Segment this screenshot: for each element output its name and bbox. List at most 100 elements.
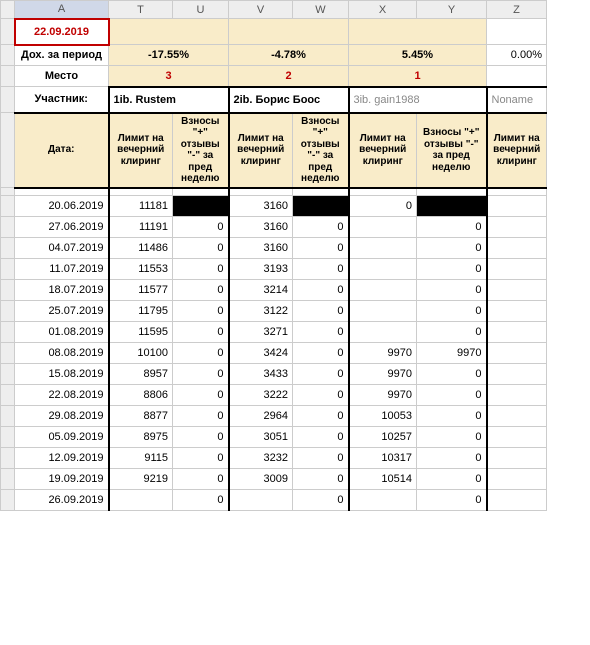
data-cell[interactable]: 0 bbox=[293, 343, 349, 364]
data-cell[interactable]: 0 bbox=[173, 364, 229, 385]
data-cell[interactable]: 0 bbox=[293, 385, 349, 406]
cell[interactable] bbox=[487, 385, 547, 406]
data-cell[interactable]: 3122 bbox=[229, 301, 293, 322]
data-cell[interactable]: 0 bbox=[293, 301, 349, 322]
rank[interactable]: 2 bbox=[229, 66, 349, 87]
data-cell[interactable]: 0 bbox=[173, 238, 229, 259]
col-header[interactable] bbox=[1, 1, 15, 19]
data-cell[interactable]: 3433 bbox=[229, 364, 293, 385]
cell[interactable] bbox=[109, 19, 229, 45]
data-cell[interactable]: 3271 bbox=[229, 322, 293, 343]
data-cell[interactable]: 0 bbox=[293, 217, 349, 238]
data-cell[interactable] bbox=[349, 238, 417, 259]
data-cell[interactable] bbox=[229, 490, 293, 511]
cell[interactable] bbox=[487, 406, 547, 427]
data-cell[interactable]: 0 bbox=[293, 322, 349, 343]
data-cell[interactable] bbox=[293, 196, 349, 217]
data-cell[interactable]: 0 bbox=[349, 196, 417, 217]
top-date[interactable]: 22.09.2019 bbox=[15, 19, 109, 45]
date-cell[interactable]: 22.08.2019 bbox=[15, 385, 109, 406]
data-cell[interactable]: 9115 bbox=[109, 448, 173, 469]
cell[interactable] bbox=[487, 280, 547, 301]
data-cell[interactable] bbox=[349, 217, 417, 238]
data-cell[interactable]: 9970 bbox=[349, 343, 417, 364]
data-cell[interactable]: 3160 bbox=[229, 217, 293, 238]
cell[interactable] bbox=[487, 427, 547, 448]
date-cell[interactable]: 18.07.2019 bbox=[15, 280, 109, 301]
date-cell[interactable]: 05.09.2019 bbox=[15, 427, 109, 448]
data-cell[interactable]: 3214 bbox=[229, 280, 293, 301]
data-cell[interactable]: 0 bbox=[173, 469, 229, 490]
cell[interactable] bbox=[487, 448, 547, 469]
data-cell[interactable]: 8975 bbox=[109, 427, 173, 448]
participant-name[interactable]: 2ib. Борис Боос bbox=[229, 87, 349, 113]
data-cell[interactable]: 11486 bbox=[109, 238, 173, 259]
data-cell[interactable]: 0 bbox=[417, 448, 487, 469]
participant-name[interactable]: Noname bbox=[487, 87, 547, 113]
data-cell[interactable]: 3232 bbox=[229, 448, 293, 469]
data-cell[interactable]: 9970 bbox=[349, 364, 417, 385]
data-cell[interactable]: 11795 bbox=[109, 301, 173, 322]
pct[interactable]: 5.45% bbox=[349, 45, 487, 66]
rank[interactable]: 1 bbox=[349, 66, 487, 87]
data-cell[interactable]: 0 bbox=[173, 259, 229, 280]
date-cell[interactable]: 04.07.2019 bbox=[15, 238, 109, 259]
participant-name[interactable]: 3ib. gain1988 bbox=[349, 87, 487, 113]
col-header[interactable]: X bbox=[349, 1, 417, 19]
pct[interactable]: 0.00% bbox=[487, 45, 547, 66]
data-cell[interactable] bbox=[173, 196, 229, 217]
data-cell[interactable]: 0 bbox=[293, 427, 349, 448]
pct[interactable]: -4.78% bbox=[229, 45, 349, 66]
data-cell[interactable]: 0 bbox=[293, 490, 349, 511]
cell[interactable] bbox=[487, 469, 547, 490]
date-cell[interactable]: 15.08.2019 bbox=[15, 364, 109, 385]
cell[interactable] bbox=[109, 188, 173, 196]
data-cell[interactable]: 3051 bbox=[229, 427, 293, 448]
data-cell[interactable]: 0 bbox=[417, 280, 487, 301]
cell[interactable] bbox=[487, 490, 547, 511]
data-cell[interactable]: 11595 bbox=[109, 322, 173, 343]
data-cell[interactable]: 0 bbox=[417, 217, 487, 238]
data-cell[interactable]: 10257 bbox=[349, 427, 417, 448]
data-cell[interactable]: 9219 bbox=[109, 469, 173, 490]
cell[interactable] bbox=[15, 188, 109, 196]
date-cell[interactable]: 27.06.2019 bbox=[15, 217, 109, 238]
data-cell[interactable]: 0 bbox=[417, 322, 487, 343]
data-cell[interactable]: 8957 bbox=[109, 364, 173, 385]
data-cell[interactable]: 0 bbox=[417, 406, 487, 427]
data-cell[interactable]: 0 bbox=[293, 448, 349, 469]
cell[interactable] bbox=[487, 301, 547, 322]
data-cell[interactable]: 0 bbox=[417, 490, 487, 511]
data-cell[interactable]: 11553 bbox=[109, 259, 173, 280]
data-cell[interactable] bbox=[349, 490, 417, 511]
data-cell[interactable] bbox=[417, 196, 487, 217]
date-cell[interactable]: 01.08.2019 bbox=[15, 322, 109, 343]
data-cell[interactable]: 3424 bbox=[229, 343, 293, 364]
data-cell[interactable]: 10317 bbox=[349, 448, 417, 469]
cell[interactable] bbox=[229, 188, 293, 196]
data-cell[interactable]: 0 bbox=[173, 427, 229, 448]
data-cell[interactable] bbox=[349, 301, 417, 322]
data-cell[interactable]: 0 bbox=[417, 385, 487, 406]
data-cell[interactable]: 0 bbox=[173, 490, 229, 511]
data-cell[interactable]: 0 bbox=[293, 364, 349, 385]
data-cell[interactable]: 0 bbox=[173, 280, 229, 301]
data-cell[interactable] bbox=[349, 259, 417, 280]
data-cell[interactable]: 3160 bbox=[229, 196, 293, 217]
col-header[interactable]: A bbox=[15, 1, 109, 19]
data-cell[interactable]: 0 bbox=[173, 448, 229, 469]
data-cell[interactable]: 0 bbox=[173, 301, 229, 322]
rank[interactable] bbox=[487, 66, 547, 87]
date-cell[interactable]: 08.08.2019 bbox=[15, 343, 109, 364]
date-cell[interactable]: 20.06.2019 bbox=[15, 196, 109, 217]
date-cell[interactable]: 26.09.2019 bbox=[15, 490, 109, 511]
participant-name[interactable]: 1ib. Rustem bbox=[109, 87, 229, 113]
col-header[interactable]: T bbox=[109, 1, 173, 19]
data-cell[interactable]: 10514 bbox=[349, 469, 417, 490]
col-header[interactable]: U bbox=[173, 1, 229, 19]
data-cell[interactable] bbox=[349, 280, 417, 301]
date-cell[interactable]: 19.09.2019 bbox=[15, 469, 109, 490]
data-cell[interactable]: 0 bbox=[417, 364, 487, 385]
cell[interactable] bbox=[487, 196, 547, 217]
cell[interactable] bbox=[349, 19, 487, 45]
